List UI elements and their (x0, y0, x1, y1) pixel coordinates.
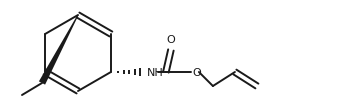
Polygon shape (39, 15, 78, 85)
Text: O: O (192, 68, 201, 78)
Text: NH: NH (147, 68, 164, 78)
Text: O: O (167, 35, 175, 45)
